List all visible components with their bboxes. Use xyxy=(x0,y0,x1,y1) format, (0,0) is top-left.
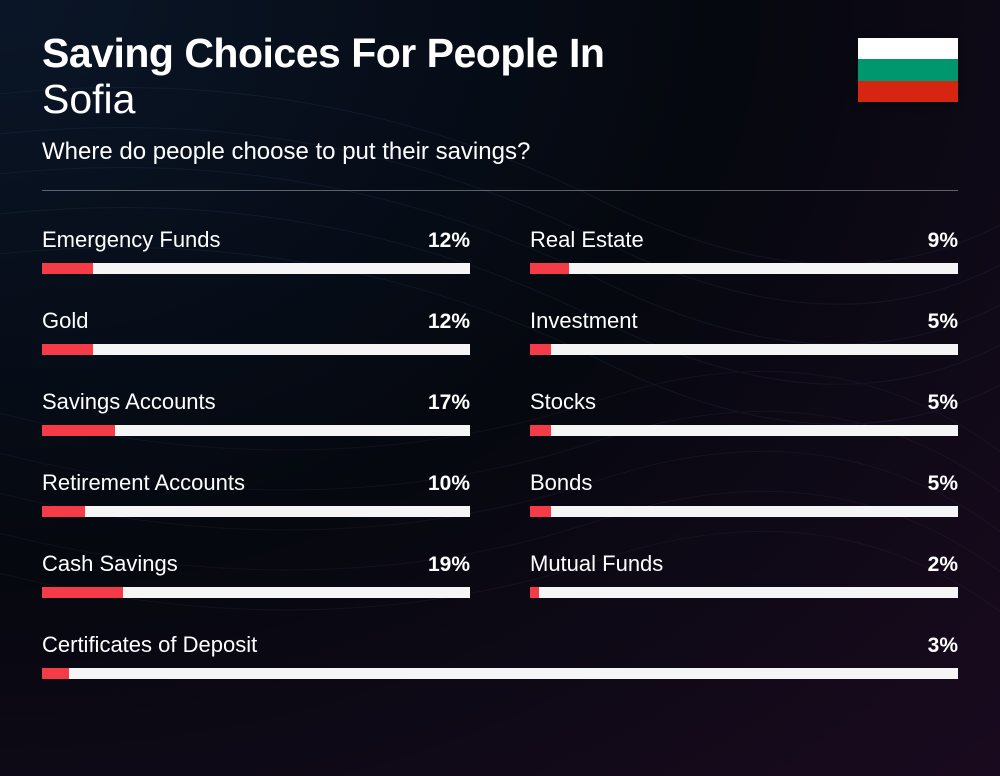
bar-fill xyxy=(530,587,539,598)
bar-item: Stocks 5% xyxy=(530,389,958,436)
bar-track xyxy=(530,587,958,598)
bar-grid: Emergency Funds 12% Real Estate 9% Gold 12% In… xyxy=(42,227,958,679)
bar-fill xyxy=(530,506,551,517)
bar-label: Savings Accounts xyxy=(42,389,216,415)
bar-track xyxy=(42,263,470,274)
bar-value: 2% xyxy=(928,553,958,577)
bar-label: Stocks xyxy=(530,389,596,415)
bar-value: 5% xyxy=(928,472,958,496)
bar-fill xyxy=(42,506,85,517)
bar-fill xyxy=(530,344,551,355)
header: Saving Choices For People In Sofia Where… xyxy=(42,32,958,166)
city-name: Sofia xyxy=(42,77,858,122)
bar-label: Emergency Funds xyxy=(42,227,221,253)
bar-value: 17% xyxy=(428,391,470,415)
bar-value: 5% xyxy=(928,310,958,334)
bar-item: Real Estate 9% xyxy=(530,227,958,274)
bar-item: Mutual Funds 2% xyxy=(530,551,958,598)
bar-item: Investment 5% xyxy=(530,308,958,355)
bar-track xyxy=(530,263,958,274)
bar-value: 12% xyxy=(428,229,470,253)
bar-value: 12% xyxy=(428,310,470,334)
bar-track xyxy=(42,344,470,355)
bar-track xyxy=(42,506,470,517)
bar-item: Retirement Accounts 10% xyxy=(42,470,470,517)
bar-value: 19% xyxy=(428,553,470,577)
bar-track xyxy=(42,587,470,598)
bar-track xyxy=(530,425,958,436)
bar-label: Certificates of Deposit xyxy=(42,632,257,658)
bar-label: Retirement Accounts xyxy=(42,470,245,496)
bar-fill xyxy=(530,263,569,274)
bar-track xyxy=(42,425,470,436)
bar-track xyxy=(530,506,958,517)
subtitle: Where do people choose to put their savi… xyxy=(42,138,858,166)
flag-stripe-middle xyxy=(858,59,958,80)
flag-stripe-bottom xyxy=(858,81,958,102)
bar-label: Cash Savings xyxy=(42,551,178,577)
bar-value: 9% xyxy=(928,229,958,253)
bar-item: Certificates of Deposit 3% xyxy=(42,632,958,679)
divider xyxy=(42,190,958,191)
bar-track xyxy=(530,344,958,355)
bar-label: Mutual Funds xyxy=(530,551,663,577)
bar-fill xyxy=(42,587,123,598)
bar-label: Investment xyxy=(530,308,638,334)
page-title: Saving Choices For People In xyxy=(42,32,858,75)
bar-item: Bonds 5% xyxy=(530,470,958,517)
bar-item: Cash Savings 19% xyxy=(42,551,470,598)
bar-fill xyxy=(530,425,551,436)
bar-track xyxy=(42,668,958,679)
flag-stripe-top xyxy=(858,38,958,59)
bar-fill xyxy=(42,263,93,274)
bar-item: Emergency Funds 12% xyxy=(42,227,470,274)
bar-value: 3% xyxy=(928,634,958,658)
bar-item: Gold 12% xyxy=(42,308,470,355)
bar-label: Real Estate xyxy=(530,227,644,253)
bar-label: Bonds xyxy=(530,470,592,496)
bar-item: Savings Accounts 17% xyxy=(42,389,470,436)
bar-value: 10% xyxy=(428,472,470,496)
bar-label: Gold xyxy=(42,308,88,334)
flag-icon xyxy=(858,38,958,102)
bar-value: 5% xyxy=(928,391,958,415)
bar-fill xyxy=(42,344,93,355)
bar-fill xyxy=(42,425,115,436)
bar-fill xyxy=(42,668,69,679)
